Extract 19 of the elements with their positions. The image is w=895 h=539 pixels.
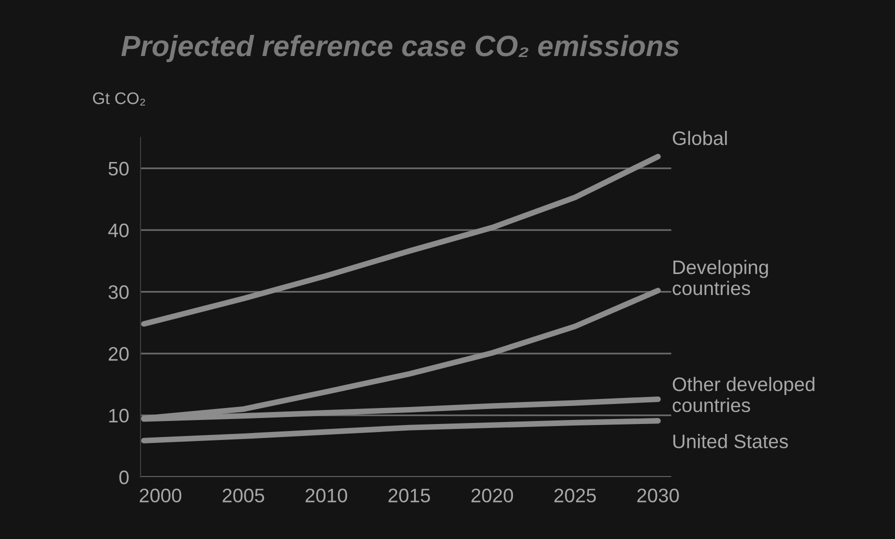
x-tick-label: 2025 bbox=[554, 488, 596, 502]
x-tick-label: 2005 bbox=[222, 488, 264, 502]
y-tick-label: 30 bbox=[108, 285, 129, 300]
series-label: United States bbox=[673, 434, 788, 448]
x-tick-label: 2030 bbox=[637, 488, 679, 502]
series-label: Developing countries bbox=[672, 260, 768, 296]
y-axis-title: Gt CO₂ bbox=[93, 92, 146, 106]
x-tick-label: 2000 bbox=[140, 488, 182, 502]
y-tick-label: 50 bbox=[108, 162, 129, 176]
x-tick-label: 2015 bbox=[388, 488, 430, 502]
y-tick-label: 10 bbox=[109, 408, 129, 423]
series-label: Global bbox=[672, 130, 727, 146]
x-tick-label: 2020 bbox=[471, 488, 513, 502]
y-tick-label: 20 bbox=[108, 347, 129, 361]
series-label: Other developed countries bbox=[672, 376, 814, 412]
x-tick-label: 2010 bbox=[306, 488, 348, 502]
y-tick-label: 0 bbox=[119, 470, 129, 484]
chart-title: Projected reference case CO₂ emissions bbox=[121, 34, 679, 62]
y-tick-label: 40 bbox=[108, 224, 129, 238]
